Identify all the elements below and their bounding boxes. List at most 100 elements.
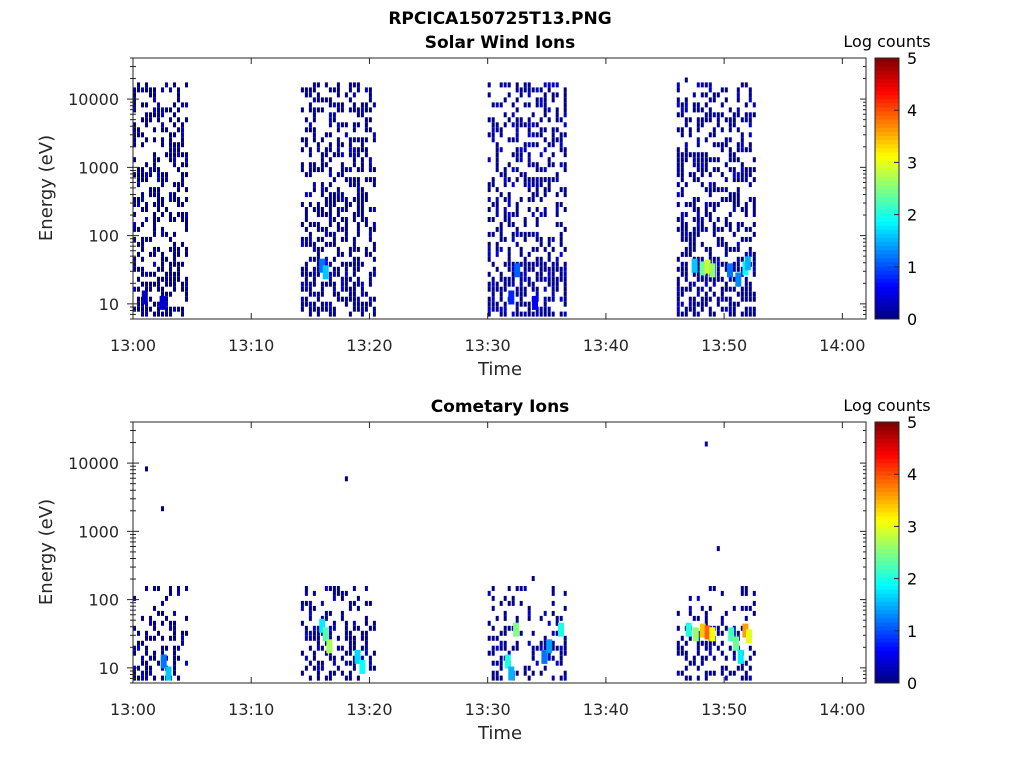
solar-wind-cell xyxy=(340,107,344,113)
solar-wind-cell xyxy=(744,306,748,312)
solar-wind-cell xyxy=(708,251,712,257)
cometary-cell xyxy=(740,605,744,611)
solar-wind-cell xyxy=(181,122,184,128)
solar-wind-cell xyxy=(499,192,503,198)
solar-wind-cell xyxy=(368,296,372,302)
solar-wind-axes: 13:00 13:10 13:20 13:30 13:40 13:50 14:0010100… xyxy=(68,57,867,355)
solar-wind-cell xyxy=(523,217,527,222)
solar-wind-cell xyxy=(336,296,340,302)
cometary-cell xyxy=(684,675,688,681)
cometary-cell xyxy=(340,615,344,621)
cometary-cell xyxy=(133,595,136,601)
solar-wind-cell xyxy=(372,182,376,188)
solar-wind-cell xyxy=(185,226,188,232)
solar-wind-cell xyxy=(684,236,688,242)
cometary-cell xyxy=(708,670,712,676)
solar-wind-cell xyxy=(676,286,680,292)
solar-wind-cell xyxy=(316,306,320,312)
solar-wind-cell xyxy=(563,167,567,173)
solar-wind-cell xyxy=(724,162,728,168)
cometary-cell xyxy=(368,600,372,606)
cometary-cell xyxy=(316,630,320,636)
solar-wind-cell xyxy=(372,306,376,312)
solar-wind-colorbar-frame xyxy=(874,57,900,320)
solar-wind-cell xyxy=(308,271,312,277)
cometary-cell xyxy=(736,665,740,671)
solar-wind-cell xyxy=(336,226,340,232)
solar-wind-cell xyxy=(676,281,680,287)
solar-wind-cell xyxy=(320,286,324,292)
solar-wind-colorbar-swatch xyxy=(875,66,899,71)
solar-wind-cell xyxy=(527,182,531,188)
cometary-count-cell xyxy=(160,654,167,669)
solar-wind-cell xyxy=(748,117,752,123)
cometary-cell xyxy=(368,665,372,671)
cometary-cell xyxy=(535,660,539,666)
cometary-cell xyxy=(519,600,523,606)
solar-wind-colorbar-swatch xyxy=(875,204,899,210)
solar-wind-cell xyxy=(487,182,491,188)
solar-wind-cell xyxy=(328,217,332,222)
solar-wind-cell xyxy=(356,246,360,252)
cometary-cell xyxy=(708,586,712,591)
cometary-colorbar-swatch xyxy=(875,503,899,509)
solar-wind-cell xyxy=(495,122,499,128)
solar-wind-cell xyxy=(308,311,312,317)
solar-wind-colorbar-swatch xyxy=(875,151,899,157)
cometary-cell xyxy=(304,625,308,631)
solar-wind-cell xyxy=(720,142,724,148)
cometary-cell xyxy=(153,650,156,656)
solar-wind-cell xyxy=(149,281,152,287)
solar-wind-cell xyxy=(712,207,716,212)
cometary-cell xyxy=(300,620,304,626)
cometary-window-1 xyxy=(300,476,376,681)
cometary-cell xyxy=(324,615,328,621)
solar-wind-cell xyxy=(324,301,328,307)
solar-wind-cell xyxy=(503,217,507,222)
cometary-cell xyxy=(716,546,720,552)
solar-wind-cell xyxy=(320,301,324,307)
solar-wind-cell xyxy=(137,182,140,188)
solar-wind-colorbar-swatch xyxy=(875,257,899,263)
solar-wind-cell xyxy=(312,207,316,212)
solar-wind-cell xyxy=(372,132,376,138)
cometary-cell xyxy=(551,610,555,616)
cometary-cell xyxy=(499,655,503,661)
solar-wind-cell xyxy=(555,281,559,287)
solar-wind-colorbar-swatch xyxy=(875,147,899,153)
solar-wind-cell xyxy=(153,251,156,257)
cometary-cell xyxy=(352,665,356,671)
solar-wind-cell xyxy=(744,117,748,123)
solar-wind-cell xyxy=(173,157,176,163)
solar-wind-cell xyxy=(700,117,704,123)
solar-wind-cell xyxy=(328,311,332,317)
solar-wind-cell xyxy=(680,102,684,108)
cometary-cell xyxy=(344,660,348,666)
solar-wind-cell xyxy=(348,246,352,252)
cometary-cell xyxy=(185,630,188,636)
solar-wind-cell xyxy=(704,202,708,207)
solar-wind-cell xyxy=(324,132,328,138)
cometary-cell xyxy=(316,645,320,651)
solar-wind-cell xyxy=(169,137,172,143)
solar-wind-colorbar-swatch xyxy=(875,70,899,75)
solar-wind-cell xyxy=(332,117,336,123)
solar-wind-cell xyxy=(340,197,344,202)
solar-wind-cell xyxy=(316,212,320,217)
solar-wind-cell xyxy=(704,207,708,212)
solar-wind-cell xyxy=(352,236,356,242)
solar-wind-cell xyxy=(527,276,531,282)
solar-wind-cell xyxy=(324,306,328,312)
solar-wind-colorbar-swatch xyxy=(875,123,899,128)
solar-wind-cell xyxy=(716,256,720,262)
solar-wind-cell xyxy=(519,117,523,123)
solar-wind-cell xyxy=(732,246,736,252)
cometary-cell xyxy=(744,586,748,591)
solar-wind-cell xyxy=(312,281,316,287)
solar-wind-cell xyxy=(185,296,188,302)
solar-wind-cell xyxy=(320,226,324,232)
solar-wind-cell xyxy=(348,107,352,113)
solar-wind-cell xyxy=(503,172,507,178)
solar-wind-cell xyxy=(133,226,136,232)
cometary-cell xyxy=(308,645,312,651)
